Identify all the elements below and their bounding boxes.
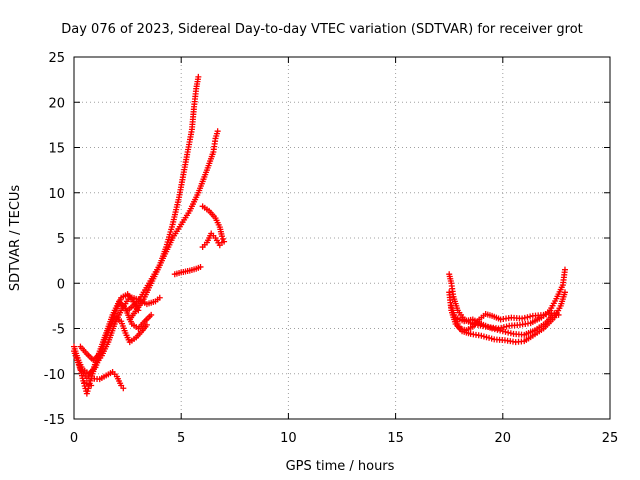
y-tick-label: 25 (48, 51, 65, 66)
series-steep-rise-1 (124, 73, 202, 314)
series-hook-right (199, 203, 228, 245)
x-tick-label: 15 (387, 431, 404, 446)
y-tick-label: 5 (57, 232, 65, 247)
x-tick-label: 25 (602, 431, 619, 446)
data-series (71, 73, 568, 397)
data-point (491, 326, 498, 333)
data-point (549, 312, 556, 319)
y-tick-label: -15 (44, 413, 65, 428)
data-point (521, 314, 528, 321)
x-tick-label: 0 (70, 431, 78, 446)
data-point (148, 311, 155, 318)
y-tick-label: 15 (48, 142, 65, 157)
series-hook-lower (199, 230, 225, 251)
data-point (505, 329, 512, 336)
y-axis-tick-labels: -15 -10 -5 0 5 10 15 20 25 (44, 51, 65, 428)
series-evening-4 (452, 312, 556, 338)
data-point (561, 289, 568, 296)
axis-ticks (73, 56, 611, 420)
y-tick-label: 0 (57, 277, 65, 292)
data-point (195, 73, 202, 80)
data-point (156, 294, 163, 301)
data-point (499, 328, 506, 335)
data-point (143, 321, 150, 328)
x-axis-label: GPS time / hours (286, 459, 395, 474)
series-arc-d (77, 291, 142, 364)
y-tick-label: 10 (48, 187, 65, 202)
chart-title: Day 076 of 2023, Sidereal Day-to-day VTE… (61, 22, 583, 37)
data-point (498, 324, 505, 331)
y-tick-label: -5 (52, 323, 65, 338)
data-point (555, 311, 562, 318)
series-rise-2 (126, 128, 221, 323)
series-evening-3 (448, 302, 562, 334)
data-point (500, 324, 507, 331)
data-point (503, 323, 510, 330)
data-point (197, 263, 204, 270)
data-point (494, 326, 501, 333)
grid-lines (74, 57, 610, 419)
data-point (527, 313, 534, 320)
data-point (220, 235, 227, 242)
data-point (519, 315, 526, 322)
data-point (489, 325, 496, 332)
x-tick-label: 5 (177, 431, 185, 446)
data-point (88, 382, 95, 389)
data-point (524, 314, 531, 321)
x-axis-tick-labels: 0 5 10 15 20 25 (70, 431, 618, 446)
series-short-mid (171, 263, 204, 278)
x-tick-label: 20 (495, 431, 512, 446)
data-point (502, 328, 509, 335)
data-point (561, 266, 568, 273)
y-tick-label: -10 (44, 368, 65, 383)
data-point (214, 128, 221, 135)
series-arc-f (81, 379, 95, 389)
y-axis-label: SDTVAR / TECUs (8, 185, 23, 292)
data-point (507, 330, 514, 337)
data-point (497, 327, 504, 334)
series-arc-e (86, 368, 127, 392)
y-tick-label: 20 (48, 96, 65, 111)
x-tick-label: 10 (280, 431, 297, 446)
data-point (120, 385, 127, 392)
data-point (218, 233, 225, 240)
data-point (218, 239, 225, 246)
